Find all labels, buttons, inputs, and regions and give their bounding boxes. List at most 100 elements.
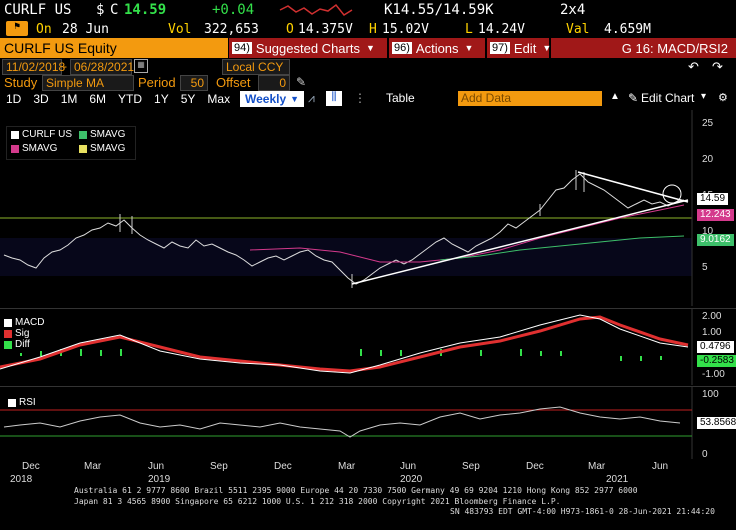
- x-month: Dec: [22, 461, 40, 472]
- low-label: L: [465, 21, 473, 37]
- offset-label: Offset: [216, 75, 251, 90]
- quote-bar: CURLF US $ C 14.59 +0.04 K14.55/14.59K 2…: [0, 0, 736, 20]
- candle-ticks: [119, 170, 585, 288]
- traded-value: 4.659M: [604, 21, 651, 37]
- edit-chart-button[interactable]: Edit Chart: [641, 91, 695, 105]
- x-year: 2018: [10, 474, 33, 485]
- zoom-icon[interactable]: ▾: [701, 91, 707, 102]
- x-year: 2021: [606, 474, 629, 485]
- last-price: 14.59: [124, 2, 167, 18]
- edit-label: Edit: [513, 40, 537, 56]
- offset-value: 0: [279, 76, 286, 90]
- price-chart-svg: [0, 110, 693, 306]
- chevron-down-icon: ▼: [290, 94, 300, 104]
- macd-panel: MACD Sig Diff 2.00 1.00 -1.00 0.4796 -0.…: [0, 308, 736, 385]
- price-panel: CURLF US SMAVG SMAVG SMAVG 25 20 15 10 5…: [0, 110, 736, 306]
- line-chart-icon[interactable]: ⩘: [308, 91, 315, 105]
- start-date-field[interactable]: 11/02/2018: [2, 59, 65, 75]
- study-label: Study: [4, 75, 38, 90]
- macd-tick-1: 1.00: [702, 327, 722, 338]
- x-month: Mar: [84, 461, 102, 472]
- swatch-rsi: [8, 398, 16, 407]
- open-label: O: [286, 21, 294, 37]
- currency-select[interactable]: Local CCY: [222, 59, 290, 75]
- period-max[interactable]: Max: [207, 92, 231, 106]
- period-6m[interactable]: 6M: [89, 92, 107, 106]
- x-month: Sep: [462, 461, 480, 472]
- actions-button[interactable]: 96) Actions ▼: [389, 38, 485, 58]
- table-icon: ⋮: [354, 91, 366, 105]
- legend-sma3: SMAVG: [90, 143, 126, 154]
- swatch-sma1: [79, 130, 87, 139]
- end-date: 06/28/2021: [74, 60, 135, 74]
- period-1m[interactable]: 1M: [60, 92, 78, 106]
- period-5y[interactable]: 5Y: [180, 92, 196, 106]
- legend-sma2: SMAVG: [22, 143, 58, 154]
- undo-icon[interactable]: ↶: [688, 59, 699, 74]
- period-1d[interactable]: 1D: [6, 92, 22, 106]
- price-tick-5: 5: [702, 262, 708, 273]
- swatch-macd: [4, 318, 12, 327]
- security-field[interactable]: CURLF US Equity: [0, 38, 228, 58]
- quote-date: 28 Jun: [62, 21, 109, 37]
- sparkline-icon: [279, 3, 353, 16]
- price-flag: C: [110, 2, 119, 18]
- rsi-value-label: 53.8568: [697, 417, 736, 429]
- add-data-field[interactable]: Add Data: [458, 91, 602, 106]
- calendar-icon[interactable]: ▦: [134, 59, 148, 73]
- open-price: 14.375V: [298, 21, 353, 37]
- collapse-icon[interactable]: ▲: [610, 91, 620, 102]
- high-price: 15.02V: [382, 21, 429, 37]
- period-1y[interactable]: 1Y: [154, 92, 169, 106]
- sma-a-label: 12.243: [697, 209, 734, 221]
- x-month: Mar: [588, 461, 606, 472]
- offset-field[interactable]: 0: [258, 75, 290, 91]
- legend-macd: MACD: [15, 317, 45, 328]
- low-price: 14.24V: [478, 21, 525, 37]
- settings-icon[interactable]: ⚙: [718, 92, 728, 104]
- macd-tick-2: 2.00: [702, 311, 722, 322]
- wrench-icon[interactable]: ✎: [628, 91, 639, 105]
- period-ytd[interactable]: YTD: [118, 92, 143, 106]
- period-value: 50: [190, 76, 204, 90]
- footer-line-2: Japan 81 3 4565 8900 Singapore 65 6212 1…: [74, 497, 561, 506]
- rsi-panel: RSI 100 0 53.8568: [0, 386, 736, 460]
- end-date-field[interactable]: 06/28/2021: [70, 59, 135, 75]
- frequency-value: Weekly: [245, 92, 287, 106]
- swatch-price: [11, 130, 19, 139]
- edit-button[interactable]: 97) Edit ▼: [487, 38, 552, 58]
- macd-histogram: [20, 349, 662, 361]
- period-buttons: 1D 3D 1M 6M YTD 1Y 5Y Max: [0, 91, 236, 107]
- actions-label: Actions: [415, 40, 459, 56]
- period-field[interactable]: 50: [180, 75, 208, 91]
- footer-line-3: SN 483793 EDT GMT-4:00 H973-1861-0 28-Ju…: [450, 507, 715, 516]
- swatch-sig: [4, 329, 12, 338]
- frequency-select[interactable]: Weekly ▼: [240, 91, 305, 107]
- rsi-tick-100: 100: [702, 389, 719, 400]
- rsi-tick-0: 0: [702, 449, 708, 460]
- candle-chart-icon[interactable]: ⫼: [326, 91, 342, 106]
- suggested-charts-button[interactable]: 94) Suggested Charts ▼: [229, 38, 387, 58]
- date-prefix: On: [36, 21, 52, 37]
- ticker: CURLF US: [4, 2, 72, 18]
- x-month: Mar: [338, 461, 356, 472]
- diff-value-label: -0.2583: [697, 355, 736, 367]
- chevron-down-icon: ▼: [542, 43, 552, 53]
- stats-bar: ⚑ On 28 Jun Vol 322,653 O 14.375V H 15.0…: [0, 20, 736, 38]
- study-value: Simple MA: [46, 76, 105, 90]
- period-3d[interactable]: 3D: [33, 92, 49, 106]
- val-label: Val: [566, 21, 590, 37]
- footer-line-1: Australia 61 2 9777 8600 Brazil 5511 239…: [74, 486, 638, 495]
- table-button[interactable]: Table: [386, 91, 415, 105]
- pencil-icon[interactable]: ✎: [296, 75, 307, 89]
- legend-price: CURLF US: [22, 129, 73, 140]
- swatch-sma2: [11, 144, 19, 153]
- last-price-label: 14.59: [697, 193, 729, 205]
- x-month: Jun: [400, 461, 417, 472]
- legend-rsi: RSI: [19, 397, 36, 408]
- add-data-placeholder: Add Data: [461, 91, 512, 105]
- bid-ask: K14.55/14.59K: [384, 2, 494, 18]
- redo-icon[interactable]: ↷: [712, 59, 723, 74]
- swatch-sma3: [79, 144, 87, 153]
- study-select[interactable]: Simple MA: [42, 75, 134, 91]
